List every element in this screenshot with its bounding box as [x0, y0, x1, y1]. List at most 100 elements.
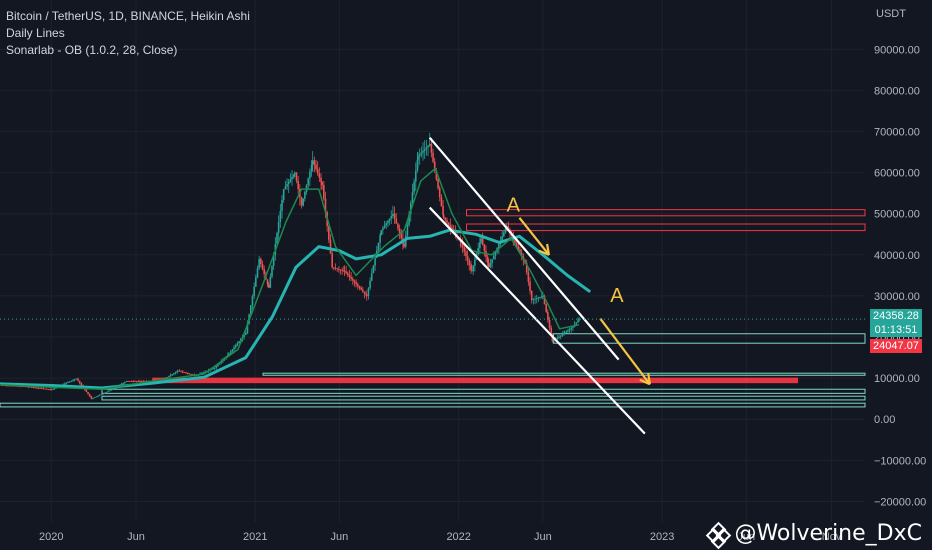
candle-body [418, 154, 421, 157]
candle-body [105, 391, 108, 393]
candle-body [231, 349, 234, 352]
candle-body [474, 259, 476, 266]
arrow-head-1-0 [639, 378, 651, 386]
candle-body [261, 264, 264, 270]
candle-body [416, 159, 419, 171]
candle-body [255, 277, 257, 287]
x-tick-label-4: 2022 [446, 531, 470, 543]
y-tick-label-7: 50000.00 [874, 209, 920, 221]
candle-body [291, 176, 293, 180]
candle-body [277, 221, 280, 233]
y-axis-unit: USDT [876, 8, 906, 20]
y-tick-label-8: 60000.00 [874, 168, 920, 180]
x-tick-label-3: Jun [331, 531, 349, 543]
candle-body [103, 392, 106, 394]
candle-body [295, 172, 298, 181]
candle-body [444, 217, 447, 221]
candle-body [545, 303, 547, 312]
candle-body [233, 347, 235, 350]
candle-body [563, 333, 565, 335]
candle-body [530, 290, 533, 301]
candle-body [313, 160, 316, 165]
candle-body [358, 286, 361, 288]
candle-body [169, 375, 172, 377]
candle-body [422, 150, 424, 153]
candle-body [328, 226, 330, 240]
candle-body [548, 319, 551, 328]
candle-body [180, 371, 182, 373]
candle-body [183, 372, 186, 373]
candle-body [95, 396, 98, 398]
candle-body [379, 235, 381, 243]
candle-body [122, 382, 124, 384]
candle-body [489, 263, 492, 268]
candle-body [260, 258, 262, 265]
candle-body [324, 198, 327, 213]
candle-body [88, 394, 91, 397]
candle-body [44, 388, 46, 390]
candle-body [80, 383, 83, 386]
candle-body [480, 238, 482, 243]
candle-body [272, 254, 275, 266]
candle-body [442, 206, 444, 215]
annotation-label-0: A [507, 195, 521, 217]
candle-body [97, 395, 99, 397]
legend-indicator-sonarlab[interactable]: Sonarlab - OB (1.0.2, 28, Close) [6, 43, 178, 57]
candle-body [182, 371, 184, 373]
candle-body [329, 239, 332, 254]
candle-body [395, 218, 398, 224]
candle-body [30, 386, 33, 388]
candle-body [215, 366, 218, 368]
candle-body [525, 263, 528, 273]
candle-body [125, 381, 128, 382]
candle-body [187, 373, 189, 374]
series-line-ma_slow [0, 228, 592, 390]
legend-indicator-daily-lines[interactable]: Daily Lines [6, 26, 65, 40]
candle-body [438, 188, 441, 198]
candle-body [370, 273, 373, 281]
candle-body [372, 265, 375, 274]
arrow-line-1 [599, 317, 651, 385]
arrow-head-0-1 [545, 243, 551, 256]
candle-body [289, 179, 292, 182]
candle-body [388, 218, 391, 221]
candle-body [553, 340, 555, 342]
candle-body [22, 386, 25, 387]
candle-body [534, 298, 536, 300]
candle-body [507, 226, 510, 230]
candle-body [25, 386, 28, 388]
candle-body [68, 381, 71, 383]
candle-body [449, 225, 452, 228]
candle-body [465, 251, 467, 257]
candle-body [432, 152, 434, 162]
candle-body [297, 180, 299, 190]
candle-body [17, 385, 20, 387]
candle-body [37, 387, 40, 389]
candle-body [578, 319, 580, 321]
candle-body [29, 386, 31, 388]
candle-body [77, 378, 79, 381]
candle-body [309, 171, 311, 179]
candle-body [142, 381, 145, 383]
candle-body [73, 379, 76, 381]
watermark-text: @Wolverine_DxC [734, 521, 922, 546]
candle-body [10, 385, 13, 387]
candle-body [32, 387, 35, 389]
candle-body [519, 249, 521, 253]
candle-body [92, 397, 94, 399]
candle-body [543, 295, 546, 304]
candle-body [568, 329, 571, 331]
candle-body [98, 394, 101, 396]
candle-body [282, 189, 285, 201]
candle-body [46, 388, 48, 390]
x-tick-label-2: 2021 [243, 531, 267, 543]
candle-body [447, 222, 450, 226]
legend-symbol[interactable]: Bitcoin / TetherUS, 1D, BINANCE, Heikin … [6, 9, 250, 23]
candle-body [292, 174, 295, 177]
series-line-ma_fast [0, 167, 580, 390]
candle-body [486, 256, 489, 264]
candle-body [35, 387, 38, 389]
candle-body [367, 288, 370, 296]
candle-body [124, 381, 126, 383]
